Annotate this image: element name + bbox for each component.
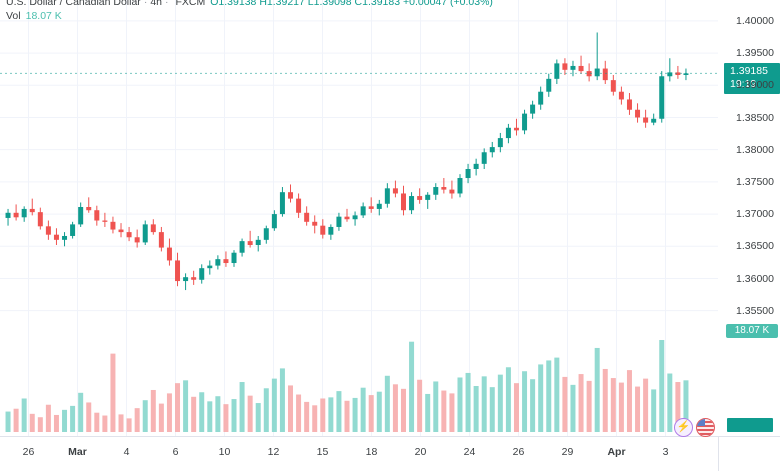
time-axis-tick: 20 xyxy=(414,446,427,458)
price-axis-tick: 1.36000 xyxy=(736,272,774,285)
time-axis-tick: 26 xyxy=(22,446,35,458)
time-axis-tick: 26 xyxy=(512,446,525,458)
time-axis-tick: 29 xyxy=(561,446,574,458)
time-axis-tick: 10 xyxy=(218,446,231,458)
time-axis-tick: Mar xyxy=(68,446,87,458)
time-axis[interactable]: 26 Mar 4 6 10 12 15 18 20 24 26 29 Apr 3 xyxy=(0,436,718,471)
price-axis-tick: 1.39000 xyxy=(736,79,774,92)
time-axis-tick: 15 xyxy=(316,446,329,458)
time-axis-tick: 24 xyxy=(463,446,476,458)
lightning-bolt-glyph: ⚡ xyxy=(676,421,691,433)
current-price-badge: 1.39185 19:19 xyxy=(724,63,780,95)
price-axis-tick: 1.40000 xyxy=(736,14,774,27)
time-axis-tick: 18 xyxy=(365,446,378,458)
time-axis-tick: Apr xyxy=(607,446,626,458)
current-price-time: 19:19 xyxy=(730,78,757,91)
price-axis-tick: 1.36500 xyxy=(736,240,774,253)
price-axis-tick: 1.35500 xyxy=(736,304,774,317)
price-axis-tick: 1.39500 xyxy=(736,47,774,60)
flag-canton xyxy=(697,419,705,426)
current-price-value: 1.39185 xyxy=(730,65,768,78)
price-axis[interactable]: 1.39185 19:19 18.07 K 1.40000 1.39500 1.39… xyxy=(718,0,780,436)
candlestick-svg xyxy=(0,0,718,436)
price-axis-tick: 1.38500 xyxy=(736,111,774,124)
price-axis-tick: 1.37500 xyxy=(736,175,774,188)
time-axis-tick: 12 xyxy=(267,446,280,458)
axis-corner xyxy=(718,436,780,471)
time-axis-tick: 3 xyxy=(662,446,669,458)
chart-plot-area[interactable] xyxy=(0,0,718,436)
price-axis-tick: 1.37000 xyxy=(736,208,774,221)
volume-badge: 18.07 K xyxy=(726,324,778,338)
time-axis-tick: 4 xyxy=(123,446,130,458)
price-axis-tick: 1.38000 xyxy=(736,143,774,156)
lightning-bolt-icon[interactable]: ⚡ xyxy=(674,418,693,437)
time-axis-tick: 6 xyxy=(172,446,179,458)
us-flag-icon[interactable] xyxy=(696,418,715,437)
flag-stripes xyxy=(697,419,714,436)
price-scale-highlight xyxy=(727,418,773,432)
